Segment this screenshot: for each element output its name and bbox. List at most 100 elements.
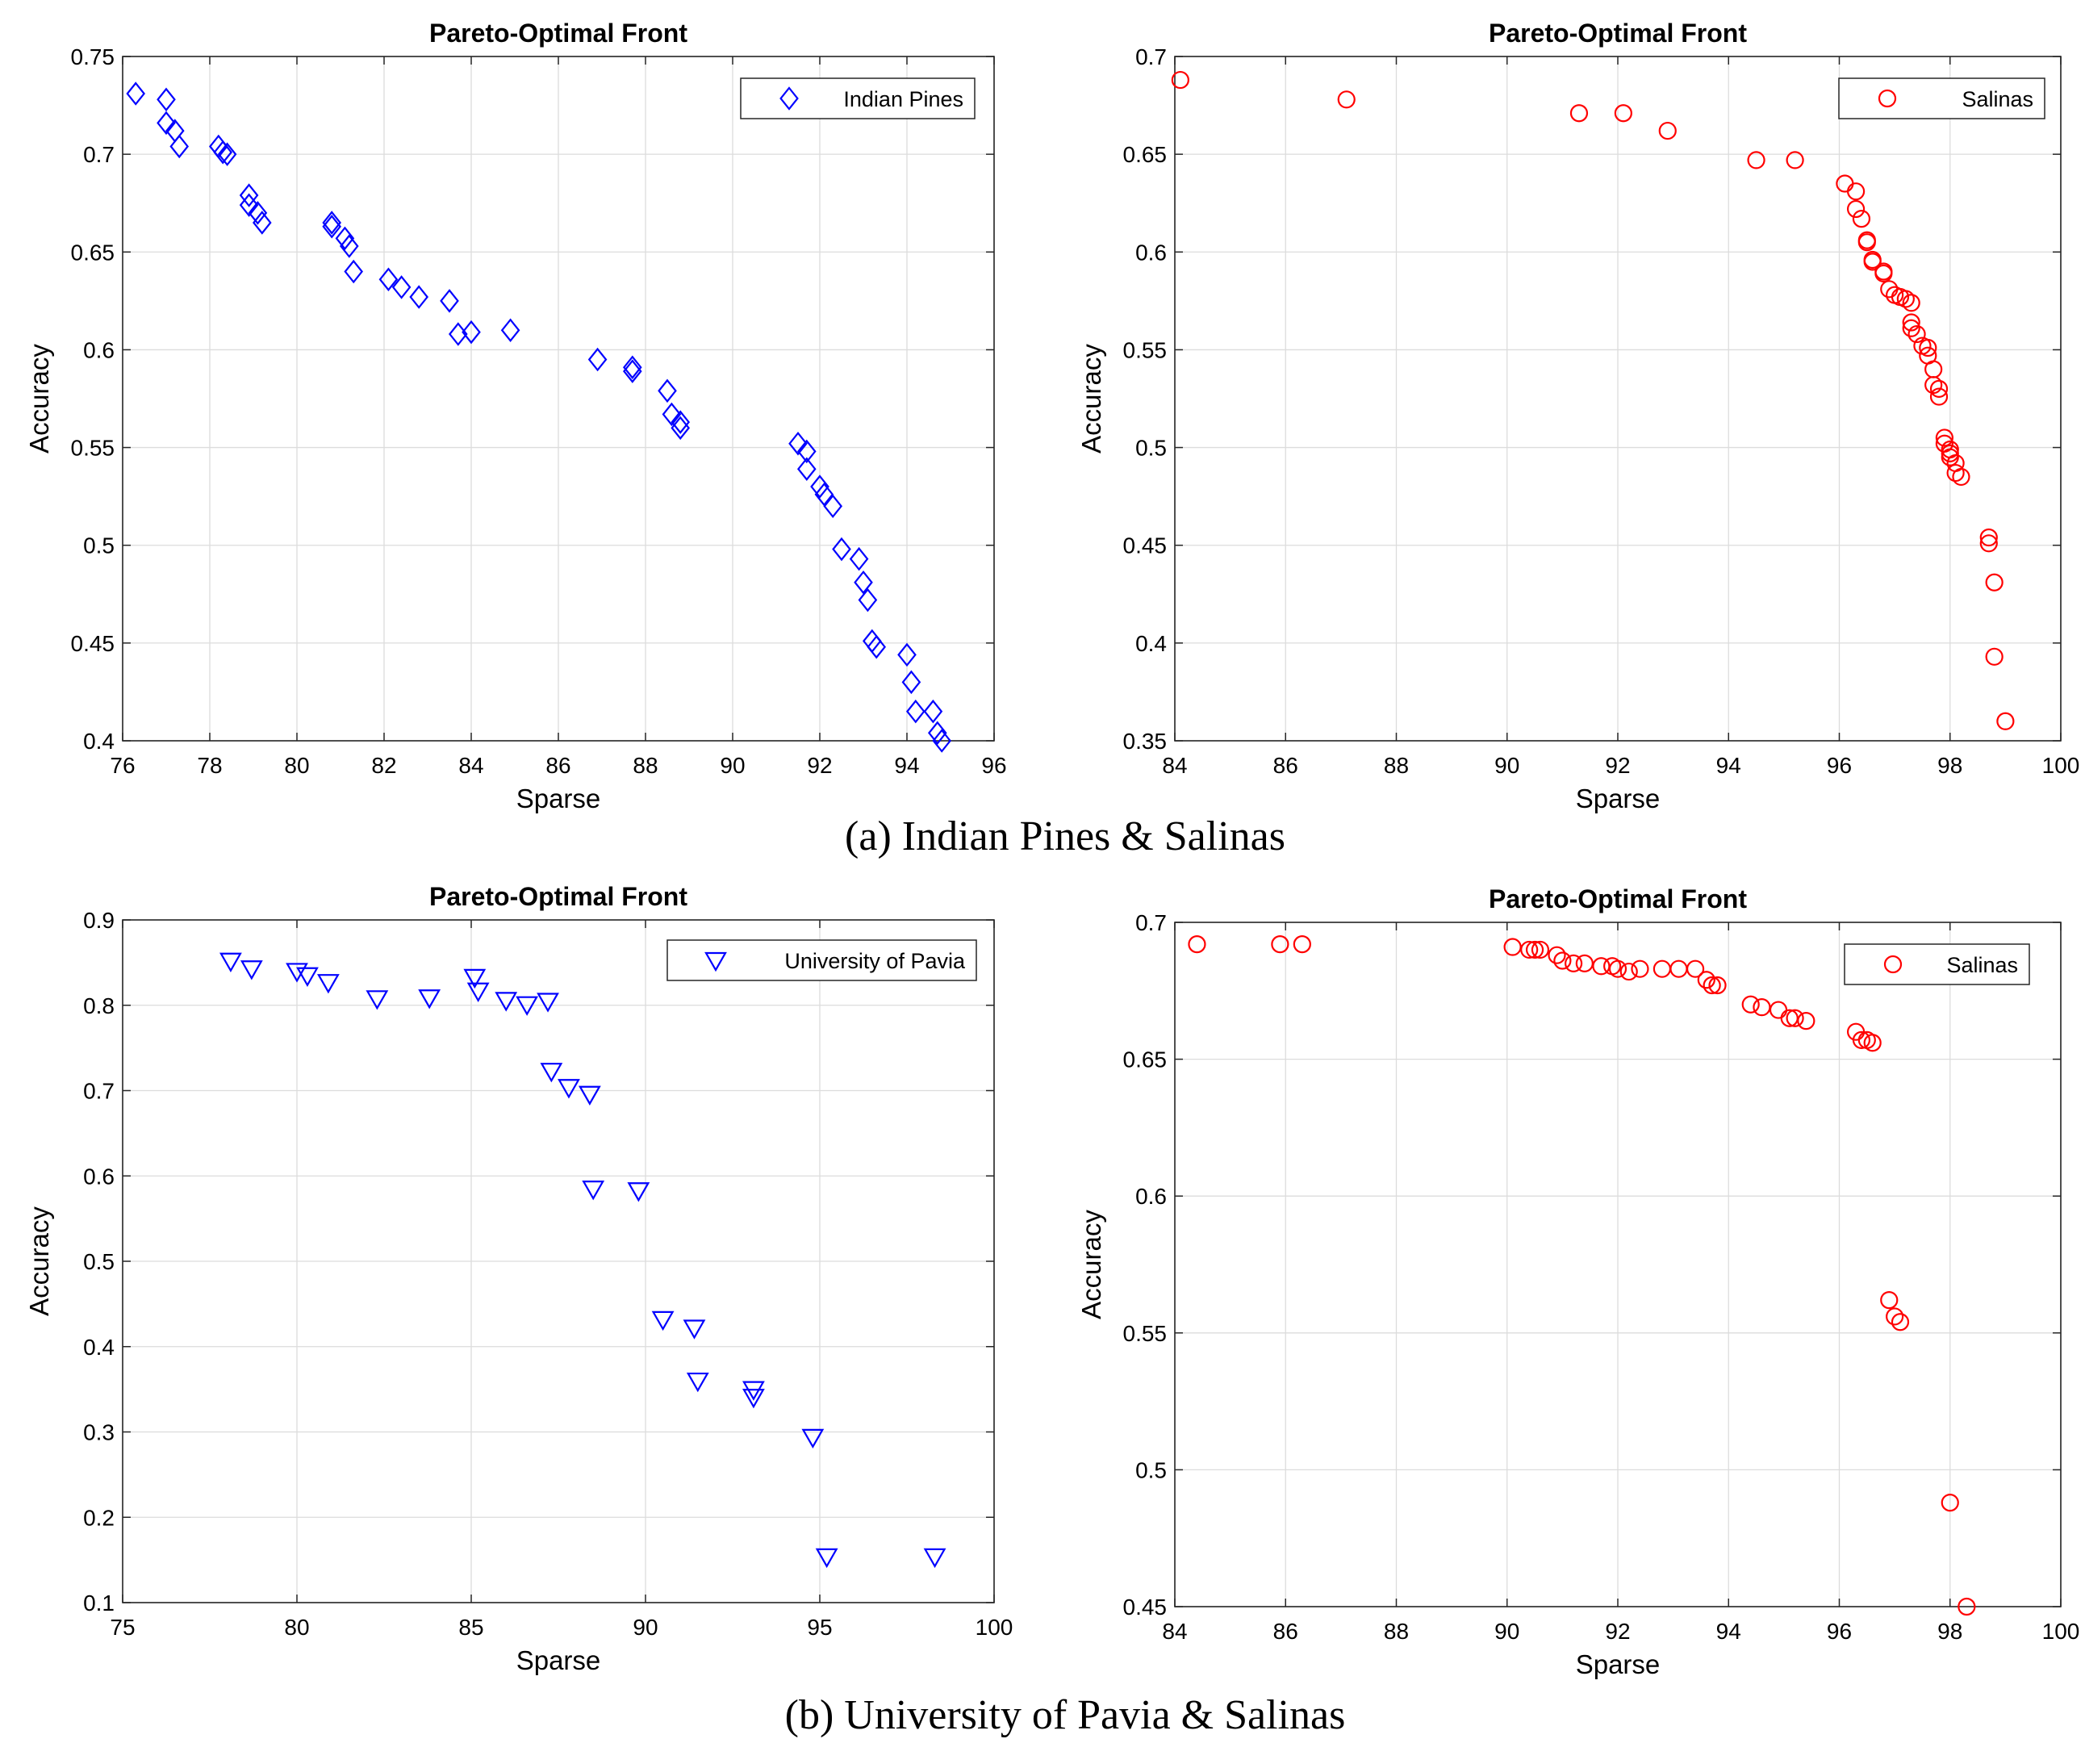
data-point	[316, 974, 340, 994]
legend-label: Salinas	[1946, 953, 2018, 977]
x-tick-label: 100	[2042, 1619, 2080, 1644]
data-point	[1631, 959, 1649, 978]
x-tick-label: 78	[197, 753, 222, 778]
x-tick-label: 80	[284, 1615, 309, 1640]
data-point	[1786, 151, 1804, 169]
y-tick-label: 0.75	[71, 44, 115, 69]
x-tick-label: 90	[633, 1615, 658, 1640]
data-point	[1852, 209, 1871, 228]
data-point	[788, 431, 808, 456]
series-points	[126, 82, 952, 753]
data-point	[239, 193, 259, 217]
data-point	[1907, 324, 1926, 344]
data-point	[1924, 375, 1943, 395]
data-point	[1708, 976, 1727, 995]
y-tick-label: 0.45	[1123, 1595, 1168, 1620]
data-point	[1531, 940, 1550, 959]
data-point	[671, 416, 691, 441]
data-point	[335, 226, 355, 251]
y-tick-label: 0.5	[83, 533, 115, 558]
data-point	[897, 642, 917, 667]
legend-label: Salinas	[1962, 87, 2033, 111]
y-tick-label: 0.5	[83, 1249, 115, 1274]
data-point	[867, 634, 887, 659]
legend-label: University of Pavia	[784, 949, 966, 973]
legend-box	[666, 939, 977, 981]
data-point	[932, 729, 952, 753]
y-axis-label: Accuracy	[1076, 344, 1106, 454]
data-point	[1686, 959, 1705, 978]
data-point	[286, 963, 308, 983]
data-point	[815, 1548, 838, 1569]
data-point	[344, 259, 364, 284]
x-tick-label: 85	[458, 1615, 483, 1640]
caption-b: (b) University of Pavia & Salinas	[784, 1692, 1346, 1738]
data-point	[622, 355, 642, 379]
y-tick-label: 0.65	[71, 240, 115, 265]
data-point	[686, 1372, 709, 1393]
data-point	[126, 82, 146, 106]
data-point	[1985, 573, 2004, 591]
y-tick-label: 0.1	[83, 1591, 115, 1616]
data-point	[1891, 1313, 1910, 1331]
x-tick-label: 96	[1827, 1619, 1852, 1644]
axes-box	[122, 56, 995, 742]
y-tick-label: 0.4	[83, 1335, 115, 1360]
data-point	[1946, 463, 1965, 483]
data-point	[1902, 313, 1920, 332]
x-tick-label: 94	[894, 753, 919, 778]
data-point	[587, 347, 608, 372]
data-point	[1614, 104, 1632, 123]
data-point	[466, 982, 490, 1002]
data-point	[366, 990, 389, 1010]
data-point	[796, 439, 817, 464]
y-tick-label: 0.6	[83, 337, 115, 362]
data-point	[418, 989, 441, 1009]
data-point	[1697, 971, 1715, 989]
data-point	[742, 1389, 765, 1409]
data-point	[905, 699, 926, 724]
y-tick-label: 0.2	[83, 1505, 115, 1530]
data-point	[662, 402, 682, 427]
series-points	[219, 952, 946, 1569]
legend: University of Pavia	[666, 939, 977, 981]
data-point	[1846, 199, 1866, 219]
data-point	[901, 670, 921, 695]
x-tick-label: 100	[976, 1615, 1013, 1640]
legend: Salinas	[1844, 943, 2030, 985]
data-point	[1996, 712, 2015, 730]
data-point	[854, 570, 873, 595]
data-point	[1979, 528, 1998, 547]
x-tick-label: 82	[371, 753, 396, 778]
data-point	[157, 111, 176, 136]
data-point	[622, 359, 642, 383]
data-point	[1852, 1030, 1871, 1049]
y-tick-label: 0.5	[1135, 1457, 1167, 1482]
x-tick-label: 92	[1605, 753, 1630, 778]
data-point	[627, 1182, 650, 1202]
y-tick-label: 0.5	[1135, 436, 1167, 461]
x-tick-label: 76	[110, 753, 135, 778]
legend: Salinas	[1838, 77, 2045, 119]
data-point	[582, 1181, 605, 1201]
y-tick-label: 0.55	[1123, 1321, 1168, 1346]
y-tick-label: 0.4	[83, 729, 115, 754]
legend-box	[1838, 77, 2045, 119]
x-tick-label: 95	[807, 1615, 832, 1640]
x-tick-label: 80	[284, 753, 309, 778]
data-point	[1857, 233, 1876, 252]
data-point	[322, 215, 342, 239]
x-axis-label: Sparse	[1576, 784, 1661, 813]
y-tick-label: 0.45	[1123, 533, 1168, 558]
data-point	[1658, 121, 1677, 140]
data-point	[219, 952, 242, 972]
x-tick-label: 86	[1273, 1619, 1298, 1644]
y-tick-label: 0.55	[1123, 337, 1168, 362]
data-point	[683, 1319, 706, 1340]
data-point	[823, 494, 843, 519]
data-point	[578, 1085, 601, 1106]
data-point	[1553, 951, 1572, 970]
x-tick-label: 84	[1162, 753, 1187, 778]
data-point	[1941, 448, 1959, 466]
x-tick-label: 98	[1937, 753, 1962, 778]
